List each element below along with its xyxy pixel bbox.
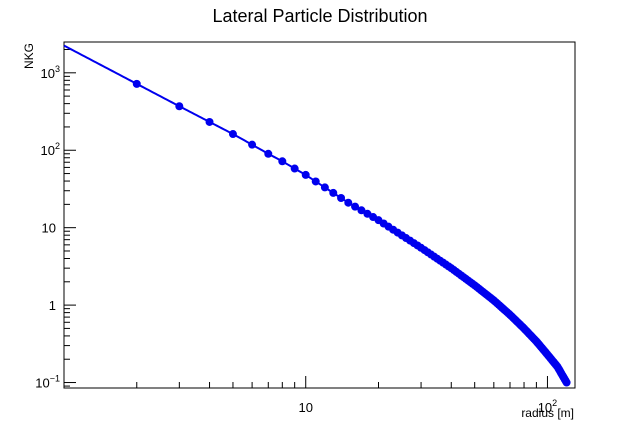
x-tick-label: 10 bbox=[298, 400, 312, 415]
plot-frame bbox=[63, 41, 576, 389]
data-point bbox=[132, 79, 141, 88]
data-point bbox=[562, 378, 571, 387]
chart-title: Lateral Particle Distribution bbox=[212, 6, 427, 26]
data-point bbox=[228, 130, 237, 139]
data-point bbox=[278, 157, 287, 166]
data-point bbox=[248, 140, 257, 149]
data-point bbox=[311, 177, 320, 186]
y-tick-label: 103 bbox=[41, 64, 60, 81]
series-line bbox=[63, 44, 568, 384]
y-tick-label: 10−1 bbox=[35, 374, 60, 391]
data-point bbox=[337, 193, 346, 202]
x-tick-label: 102 bbox=[538, 398, 557, 415]
data-point bbox=[329, 188, 338, 197]
y-tick-label: 102 bbox=[41, 141, 60, 158]
data-point bbox=[301, 170, 310, 179]
data-point bbox=[175, 102, 184, 111]
y-axis: 10−1 1 10 102 103 bbox=[35, 49, 76, 391]
y-axis-label: NKG bbox=[22, 43, 36, 69]
data-point bbox=[290, 164, 299, 173]
data-point bbox=[320, 183, 329, 192]
series-layer bbox=[63, 44, 571, 387]
data-point bbox=[205, 117, 214, 126]
data-point bbox=[351, 202, 360, 211]
x-axis-label: radius [m] bbox=[521, 406, 574, 420]
data-point bbox=[264, 149, 273, 158]
y-tick-label: 1 bbox=[49, 298, 56, 313]
data-point bbox=[344, 198, 353, 207]
data-point bbox=[357, 206, 366, 215]
y-tick-label: 10 bbox=[42, 221, 56, 236]
x-axis: 10 102 bbox=[63, 376, 557, 415]
